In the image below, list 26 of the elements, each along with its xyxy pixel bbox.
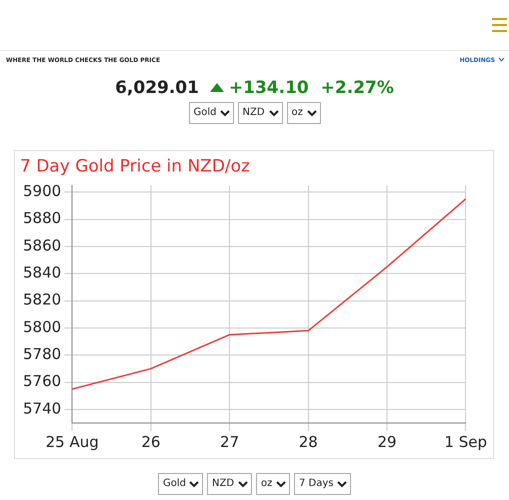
text: +2.27% xyxy=(320,78,394,98)
y-tick-label: 5880 xyxy=(22,209,62,228)
y-tick-label: 5740 xyxy=(22,399,62,418)
y-tick-label: 5800 xyxy=(22,318,62,336)
text: +134.10 xyxy=(228,78,309,98)
y-tick-label: 5840 xyxy=(22,264,62,282)
x-tick-label: 27 xyxy=(220,432,240,451)
text: Gold xyxy=(158,472,203,494)
y-tick-label: 5820 xyxy=(22,290,62,309)
x-tick-label: 1 Sep xyxy=(444,432,488,451)
y-tick-label: 5900 xyxy=(22,182,62,200)
x-tick-label: 26 xyxy=(141,432,160,451)
chart-title: 7 Day Gold Price in NZD/oz xyxy=(20,156,250,177)
x-tick-label: 25 Aug xyxy=(46,432,99,451)
text: NZD xyxy=(238,102,282,124)
text: oz xyxy=(256,472,290,494)
text: NZD xyxy=(207,472,252,494)
y-tick-label: 5860 xyxy=(22,236,62,254)
text: oz xyxy=(286,102,320,124)
x-tick-label: 28 xyxy=(298,432,318,451)
y-tick-label: 5760 xyxy=(22,372,62,390)
y-tick-label: 5780 xyxy=(22,345,62,364)
x-tick-label: 29 xyxy=(377,432,397,451)
text: 7 Days xyxy=(294,472,351,494)
text: 6,029.01 xyxy=(115,78,199,98)
text: Gold xyxy=(188,102,234,124)
